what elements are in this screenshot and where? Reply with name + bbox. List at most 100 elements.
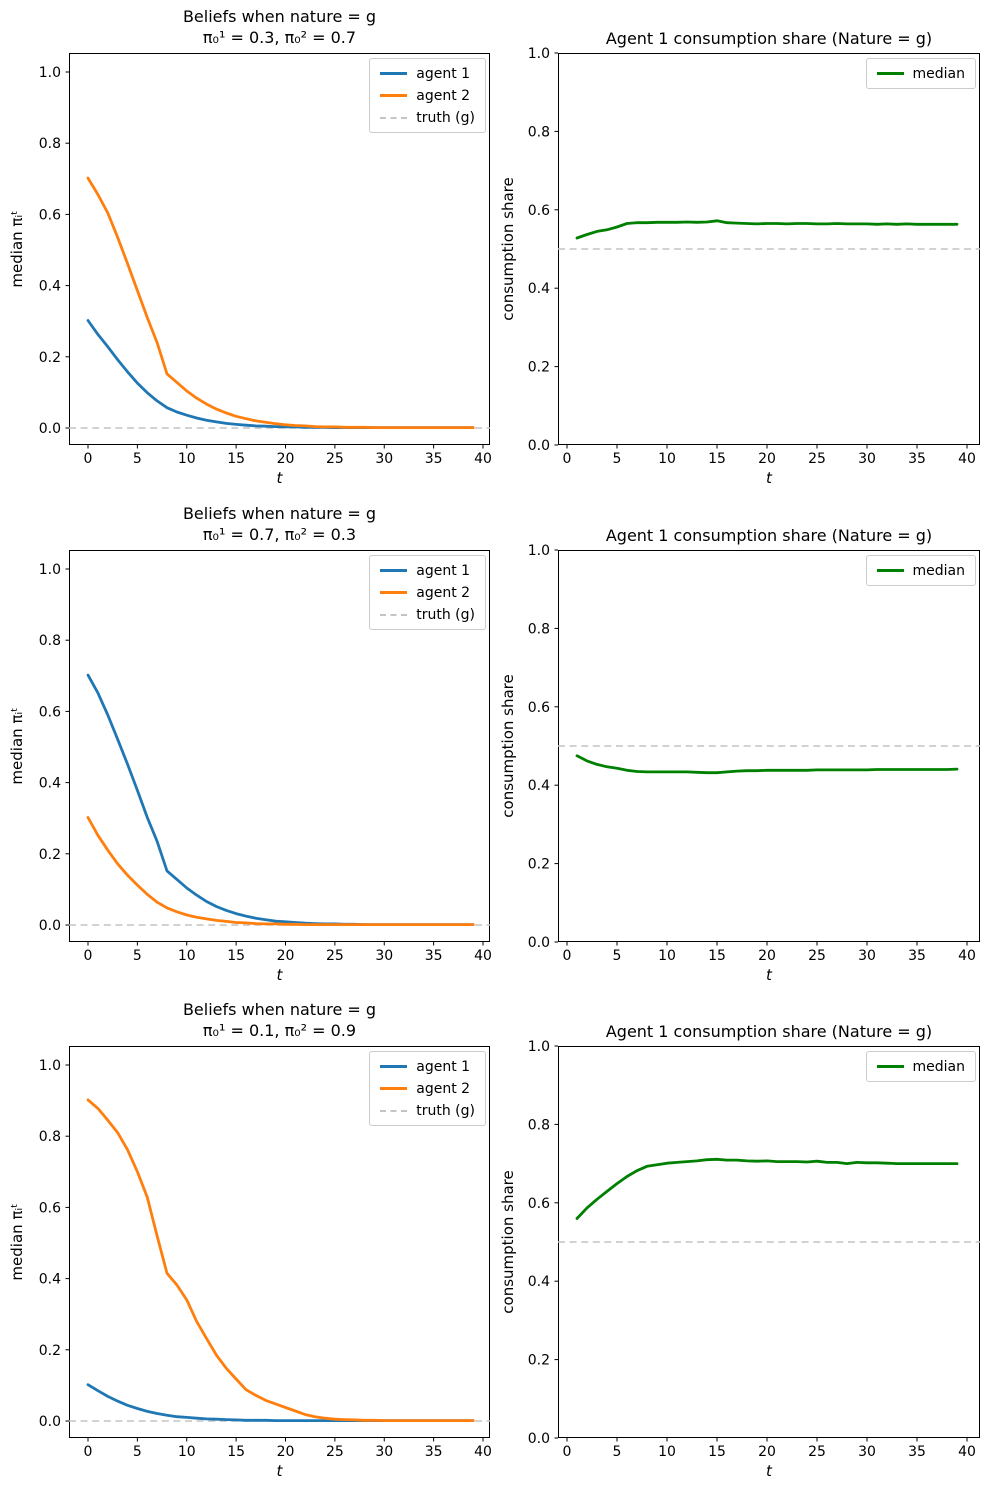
x-tick-label: 35 <box>425 451 443 467</box>
series-line-agent-2 <box>86 1098 475 1423</box>
legend-entry: agent 1 <box>380 63 475 84</box>
x-tick-label: 40 <box>958 451 976 467</box>
legend-label: median <box>912 562 965 579</box>
x-tick-label: 25 <box>808 948 826 964</box>
x-tick-label: 5 <box>133 1444 142 1460</box>
x-tick-label: 10 <box>178 1444 196 1460</box>
x-tick-label: 20 <box>277 1444 295 1460</box>
x-tick-label: 40 <box>958 948 976 964</box>
legend-line-sample <box>876 569 904 572</box>
y-axis-label: consumption share <box>499 1170 517 1314</box>
y-tick-label: 0.0 <box>528 438 550 454</box>
series-line-median <box>575 219 959 240</box>
axes-frame <box>69 550 490 942</box>
y-tick-label: 0.2 <box>528 360 550 376</box>
x-tick-label: 0 <box>84 1444 93 1460</box>
y-tick-label: 1.0 <box>528 46 550 62</box>
x-tick-label: 20 <box>758 948 776 964</box>
y-tick-label: 0.2 <box>528 1353 550 1369</box>
chart-title: Agent 1 consumption share (Nature = g) <box>605 29 933 48</box>
y-tick-label: 0.6 <box>528 1196 550 1212</box>
x-tick-label: 5 <box>613 1444 622 1460</box>
x-tick-label: 0 <box>84 948 93 964</box>
plot-area: 0 5 10 15 20 25 30 35 40 0.0 0.2 0.4 0.6 0.8 1.0 <box>39 550 492 964</box>
legend: median <box>865 58 976 89</box>
legend-label: truth (g) <box>416 606 475 623</box>
x-tick-label: 15 <box>708 948 726 964</box>
x-axis-label: t <box>276 469 283 487</box>
x-tick-label: 25 <box>808 451 826 467</box>
x-axis-label: t <box>766 469 772 487</box>
legend-entry: agent 2 <box>380 582 475 603</box>
y-tick-label: 1.0 <box>528 1039 550 1055</box>
y-tick-label: 0.4 <box>39 776 61 792</box>
x-tick-label: 25 <box>808 1444 826 1460</box>
x-tick-label: 20 <box>277 451 295 467</box>
legend-label: truth (g) <box>416 109 475 126</box>
legend-label: truth (g) <box>416 1102 475 1119</box>
legend-label: agent 2 <box>416 87 471 104</box>
x-axis-label: t <box>276 1462 283 1480</box>
legend: median <box>865 1051 976 1082</box>
x-tick-label: 10 <box>178 948 196 964</box>
x-tick-label: 0 <box>84 451 93 467</box>
y-tick-label: 0.8 <box>528 124 550 140</box>
x-tick-label: 40 <box>474 451 492 467</box>
y-tick-label: 0.0 <box>39 918 61 934</box>
legend-label: agent 1 <box>416 65 471 82</box>
x-tick-label: 15 <box>708 451 726 467</box>
x-tick-label: 15 <box>227 948 245 964</box>
x-tick-label: 10 <box>658 451 676 467</box>
legend-line-sample <box>876 1065 904 1068</box>
x-axis-label: t <box>276 966 283 984</box>
legend-entry: agent 1 <box>380 560 475 581</box>
x-tick-label: 15 <box>227 1444 245 1460</box>
legend: agent 1 agent 2 truth (g) <box>369 58 486 133</box>
x-tick-label: 35 <box>908 948 926 964</box>
y-tick-label: 0.2 <box>528 857 550 873</box>
x-tick-label: 0 <box>563 1444 572 1460</box>
x-tick-label: 0 <box>563 948 572 964</box>
x-tick-label: 25 <box>326 451 344 467</box>
y-tick-label: 0.8 <box>39 1129 61 1145</box>
legend-entry: agent 2 <box>380 1078 475 1099</box>
plot-area: 0 5 10 15 20 25 30 35 40 0.0 0.2 0.4 0.6 0.8 1.0 <box>39 53 492 467</box>
x-tick-label: 30 <box>858 948 876 964</box>
y-tick-label: 0.2 <box>39 1343 61 1359</box>
x-tick-label: 30 <box>858 1444 876 1460</box>
legend-entry: truth (g) <box>380 1100 475 1121</box>
x-tick-label: 35 <box>425 948 443 964</box>
chart-subtitle: π₀¹ = 0.7, π₀² = 0.3 <box>202 525 357 544</box>
x-tick-label: 15 <box>708 1444 726 1460</box>
legend-entry: truth (g) <box>380 107 475 128</box>
legend-label: median <box>912 1058 965 1075</box>
legend-entry: truth (g) <box>380 604 475 625</box>
x-axis-label: t <box>766 1462 772 1480</box>
x-tick-label: 5 <box>613 451 622 467</box>
legend-label: agent 1 <box>416 562 471 579</box>
axes-frame <box>69 53 490 445</box>
legend-dashed-line-sample <box>380 1109 408 1112</box>
y-tick-label: 1.0 <box>39 65 61 81</box>
series-line-median <box>575 754 959 775</box>
y-tick-label: 0.2 <box>39 350 61 366</box>
legend-dashed-line-sample <box>380 613 408 616</box>
chart-title: Beliefs when nature = g <box>182 7 377 26</box>
legend-label: agent 2 <box>416 1080 471 1097</box>
x-tick-label: 5 <box>133 948 142 964</box>
plot-area: 0 5 10 15 20 25 30 35 40 0.0 0.2 0.4 0.6 0.8 1.0 <box>528 1039 980 1460</box>
y-tick-label: 0.0 <box>39 421 61 437</box>
plot-area: 0 5 10 15 20 25 30 35 40 0.0 0.2 0.4 0.6 0.8 1.0 <box>528 543 980 964</box>
legend: agent 1 agent 2 truth (g) <box>369 1051 486 1126</box>
legend-entry: agent 1 <box>380 1056 475 1077</box>
y-tick-label: 0.4 <box>39 279 61 295</box>
chart-title: Agent 1 consumption share (Nature = g) <box>605 1022 933 1041</box>
y-tick-label: 0.6 <box>39 1200 61 1216</box>
legend-line-sample <box>380 591 408 594</box>
x-tick-label: 20 <box>758 451 776 467</box>
series-line-median <box>575 1157 959 1220</box>
legend-line-sample <box>876 72 904 75</box>
